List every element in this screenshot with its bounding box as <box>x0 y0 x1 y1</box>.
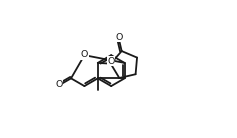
Text: O: O <box>81 50 88 59</box>
Text: O: O <box>107 57 115 66</box>
Text: O: O <box>115 33 123 42</box>
Text: O: O <box>55 80 63 89</box>
